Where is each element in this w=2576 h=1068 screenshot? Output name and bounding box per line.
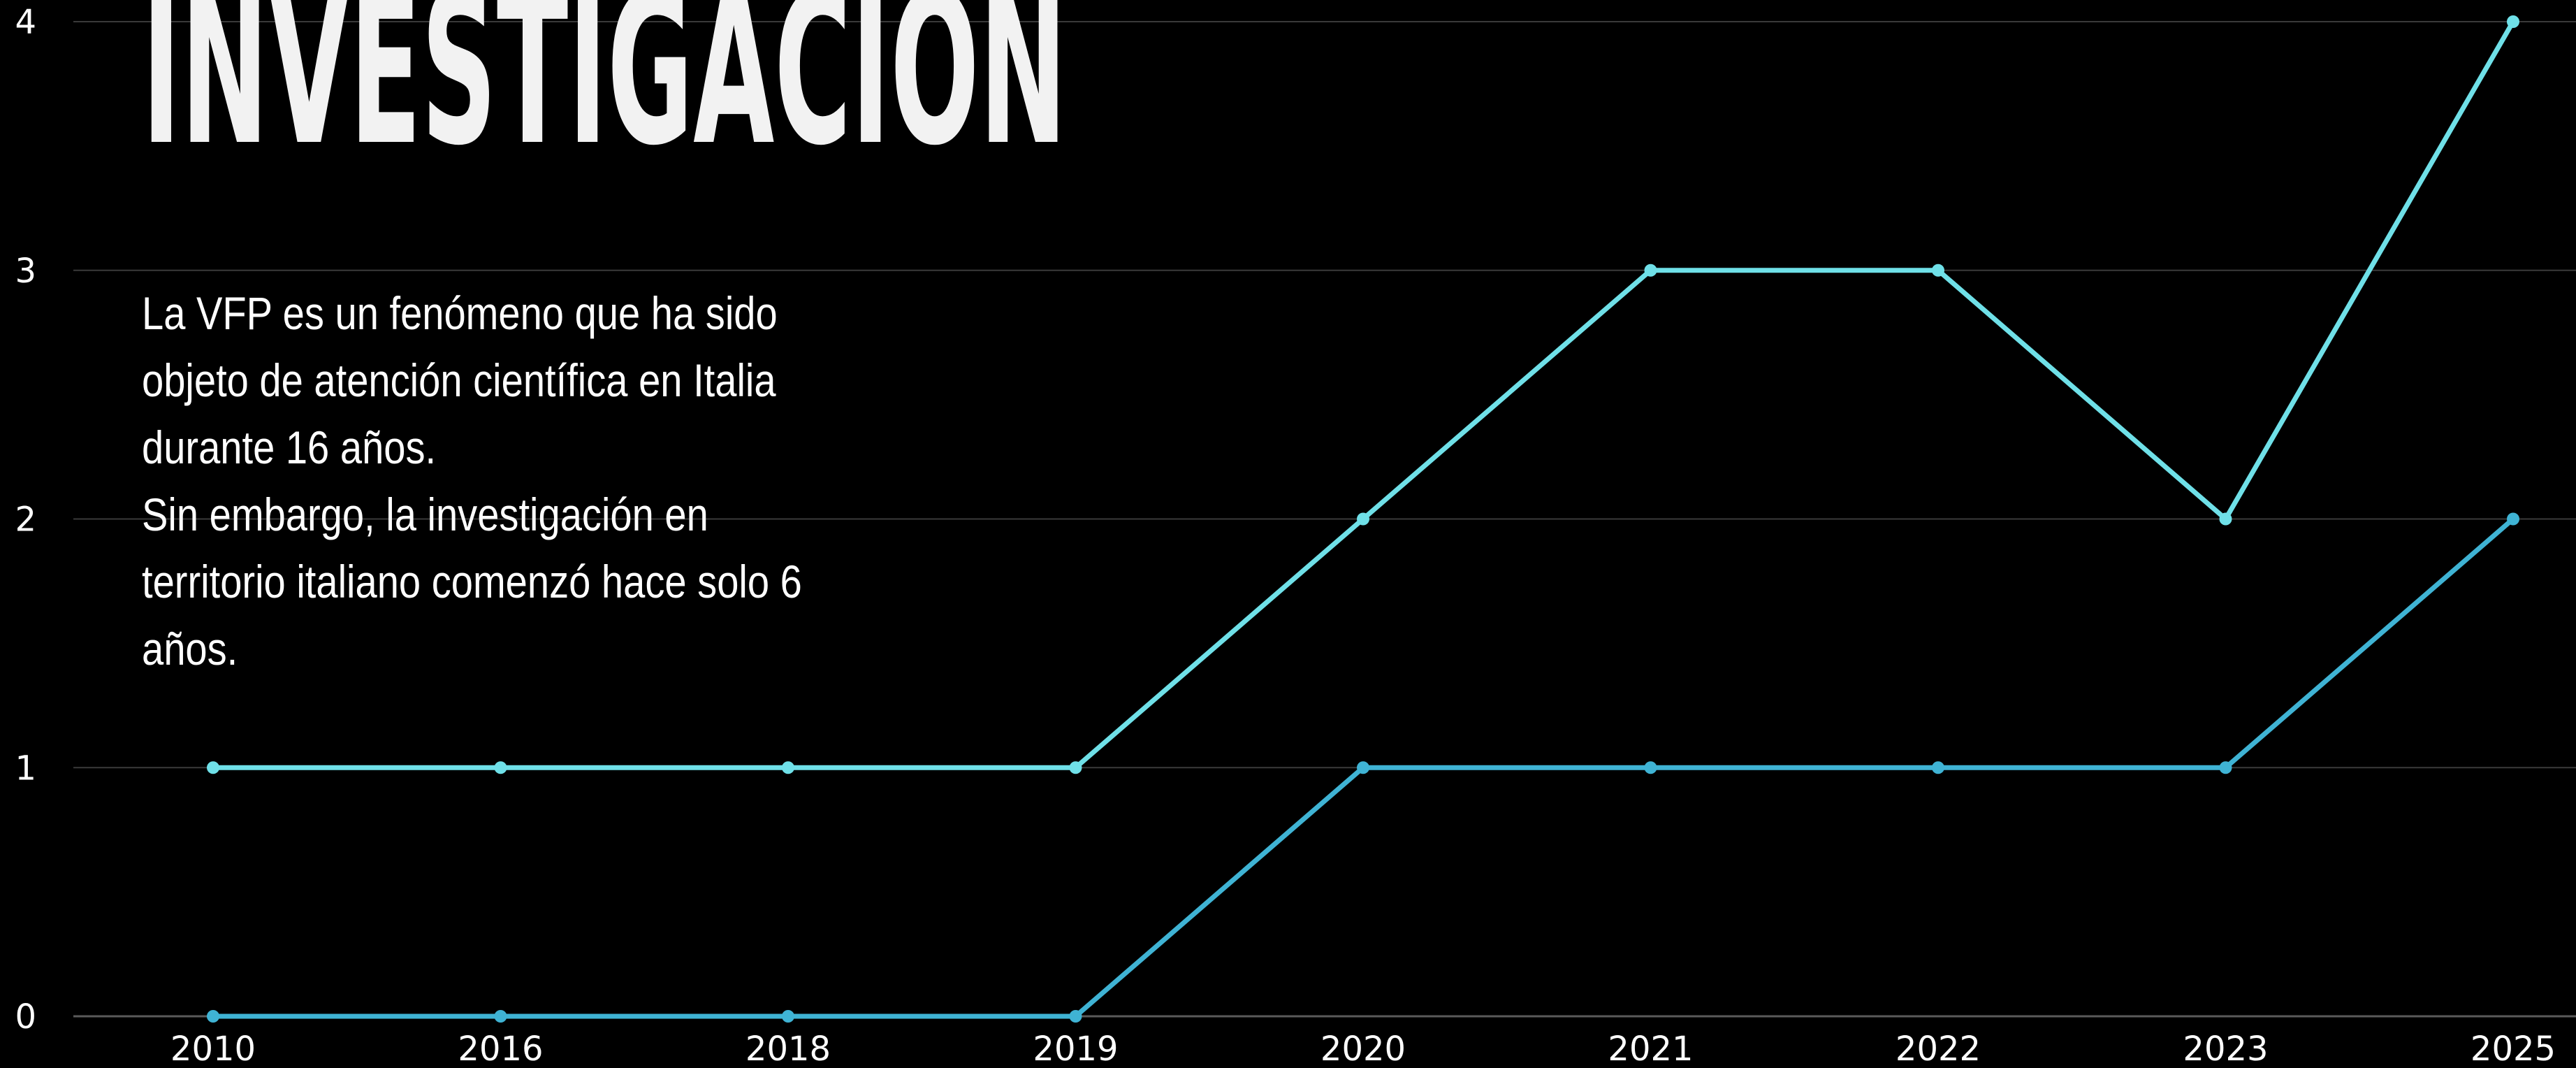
- series-1-point: [494, 761, 507, 774]
- y-tick-label: 0: [15, 997, 36, 1037]
- x-tick-label: 2022: [1895, 1030, 1981, 1068]
- description-paragraph-2: Sin embargo, la investigación en territo…: [142, 489, 802, 674]
- series-2-point: [1932, 761, 1944, 774]
- y-tick-label: 1: [15, 749, 36, 788]
- series-1-point: [1069, 761, 1082, 774]
- series-1-point: [1644, 264, 1657, 277]
- description-paragraph-1: La VFP es un fenómeno que ha sido objeto…: [142, 287, 778, 473]
- y-tick-label: 4: [15, 3, 36, 42]
- series-1-point: [207, 761, 219, 774]
- x-tick-label: 2019: [1033, 1030, 1118, 1068]
- series-1-point: [782, 761, 794, 774]
- x-tick-label: 2018: [745, 1030, 831, 1068]
- x-tick-label: 2025: [2471, 1030, 2556, 1068]
- x-axis-ticks: 2010 2016 2018 2019 2020 2021 2022 2023 2025: [170, 1030, 2556, 1068]
- series-1-point: [1357, 512, 1369, 526]
- series-1-point: [2507, 15, 2519, 28]
- x-tick-label: 2020: [1320, 1030, 1406, 1068]
- x-tick-label: 2010: [170, 1030, 256, 1068]
- series-group: [207, 15, 2519, 1023]
- x-tick-label: 2021: [1608, 1030, 1693, 1068]
- series-2-point: [1069, 1010, 1082, 1023]
- series-2-point: [2219, 761, 2232, 774]
- series-2-point: [494, 1010, 507, 1023]
- series-2-point: [207, 1010, 219, 1023]
- series-2-point: [1357, 761, 1369, 774]
- y-axis-ticks: 0 1 2 3 4: [15, 3, 36, 1037]
- series-2-point: [782, 1010, 794, 1023]
- page-title: INVESTIGACIÓN: [142, 0, 1068, 192]
- x-tick-label: 2016: [458, 1030, 543, 1068]
- y-tick-label: 2: [15, 500, 36, 540]
- x-tick-label: 2023: [2183, 1030, 2268, 1068]
- y-tick-label: 3: [15, 252, 36, 291]
- series-2-point: [2507, 512, 2519, 526]
- series-2-point: [1644, 761, 1657, 774]
- series-1-point: [1932, 264, 1944, 277]
- series-1-point: [2219, 512, 2232, 526]
- description-text: La VFP es un fenómeno que ha sido objeto…: [142, 280, 854, 682]
